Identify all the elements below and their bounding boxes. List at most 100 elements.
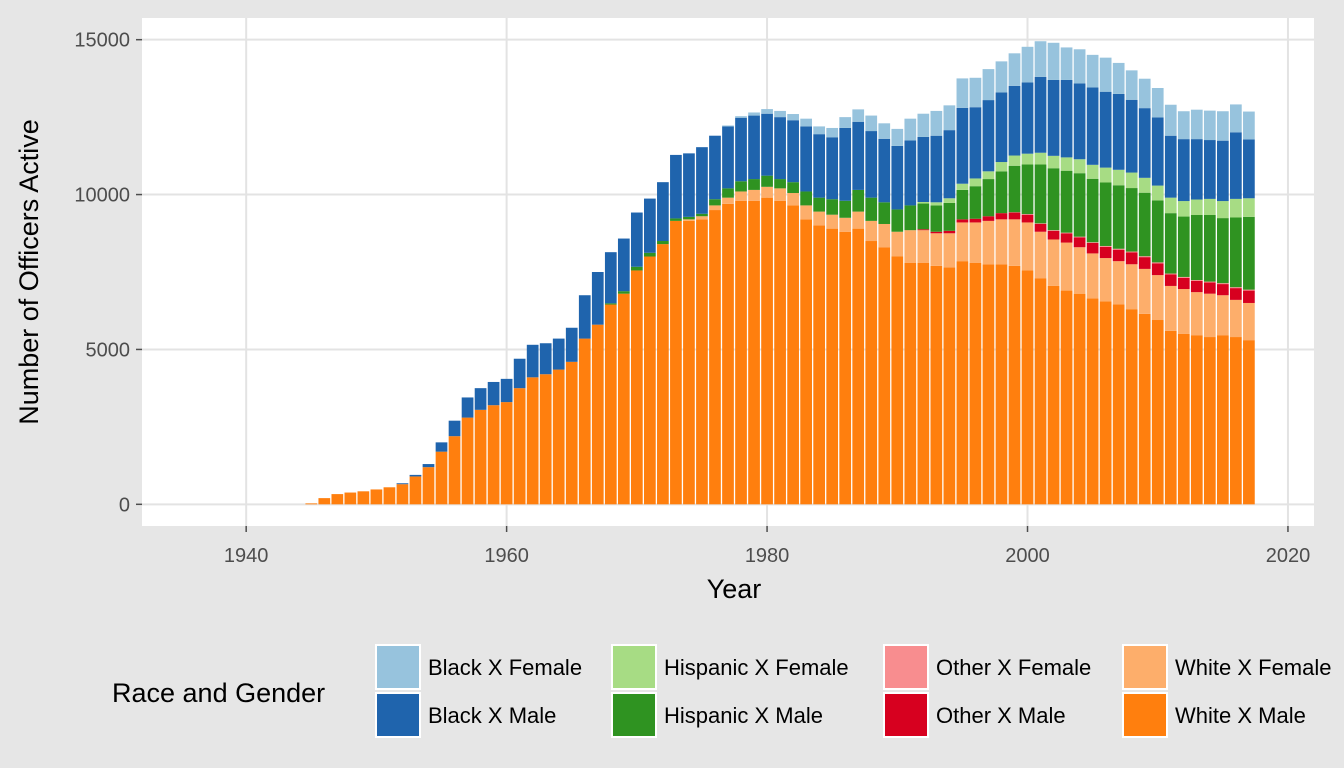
bar-segment [1216, 283, 1229, 285]
bar-segment [1177, 333, 1190, 505]
bar-segment [982, 69, 995, 101]
bar-segment [409, 476, 422, 505]
bar-segment [670, 220, 682, 505]
bar-segment [787, 182, 799, 194]
bar-segment [722, 126, 734, 189]
bar-segment [331, 494, 344, 505]
bar-segment [1086, 298, 1099, 505]
bar-segment [1203, 293, 1216, 338]
bar-segment [1216, 140, 1229, 202]
bar-segment [774, 117, 786, 180]
bar-segment [891, 128, 904, 146]
bar-segment [800, 126, 812, 192]
bar-segment [969, 186, 982, 219]
bar-segment [982, 100, 995, 172]
bar-segment [1060, 79, 1073, 158]
x-axis-title: Year [707, 574, 762, 604]
bar-segment [1034, 152, 1047, 165]
legend-key [375, 644, 421, 690]
bar-segment [735, 191, 747, 201]
bar-segment [930, 233, 943, 266]
bar-segment [1112, 304, 1125, 505]
bar-segment [1203, 281, 1216, 283]
bar-segment [930, 265, 943, 505]
bar-segment [995, 162, 1008, 172]
bar-segment [1151, 320, 1164, 505]
bar-segment [774, 200, 786, 505]
legend-label: White X Male [1175, 703, 1306, 728]
bar-segment [644, 256, 656, 505]
bar-segment [839, 231, 852, 505]
bar-segment [1164, 274, 1177, 286]
bar-segment [461, 397, 474, 418]
bar-segment [1164, 104, 1177, 136]
bar-segment [1177, 277, 1190, 290]
bar-segment [1216, 201, 1229, 219]
bar-segment [969, 262, 982, 505]
bar-segment [1060, 47, 1073, 80]
bar-segment [891, 231, 904, 257]
bar-segment [761, 113, 773, 176]
bar-segment [1047, 239, 1060, 286]
bar-segment [1190, 109, 1203, 140]
bar-segment [956, 78, 969, 108]
bar-segment [904, 140, 917, 206]
bar-segment [1060, 157, 1073, 171]
bar-segment [1021, 222, 1034, 271]
bar-segment [943, 198, 956, 203]
bar-segment [969, 107, 982, 179]
y-tick-label: 0 [119, 494, 130, 516]
legend-label: Hispanic X Male [664, 703, 823, 728]
x-tick-label: 1960 [484, 545, 529, 567]
bar-segment [591, 272, 604, 325]
bar-segment [422, 467, 435, 505]
bar-segment [1073, 236, 1086, 238]
legend-key [883, 644, 929, 690]
bar-segment [813, 126, 826, 135]
bar-segment [565, 361, 578, 505]
bar-segment [1086, 253, 1099, 299]
bar-segment [305, 503, 318, 505]
y-tick-label: 10000 [74, 185, 130, 207]
bar-segment [1008, 165, 1021, 213]
bar-segment [956, 222, 969, 262]
bar-segment [474, 388, 487, 410]
bar-segment [1190, 215, 1203, 281]
bar-segment [878, 123, 891, 139]
bar-segment [1230, 132, 1242, 199]
bar-segment [930, 135, 943, 203]
bar-segment [630, 266, 643, 271]
bar-segment [1203, 110, 1216, 141]
bar-segment [1073, 159, 1086, 174]
bar-segment [995, 61, 1008, 93]
bar-segment [1243, 340, 1255, 505]
bar-segment [357, 491, 370, 505]
bar-segment [1086, 242, 1099, 243]
bar-segment [1138, 78, 1151, 109]
bar-segment [1073, 83, 1086, 160]
bar-segment [657, 241, 669, 245]
bar-segment [1177, 289, 1190, 334]
bar-segment [1060, 290, 1073, 505]
bar-segment [1230, 337, 1242, 505]
bar-segment [1151, 263, 1164, 276]
bar-segment [813, 211, 826, 226]
bar-segment [826, 127, 839, 138]
bar-segment [644, 252, 656, 257]
bar-segment [1125, 188, 1138, 252]
bar-segment [722, 197, 734, 204]
bar-segment [1060, 170, 1073, 233]
bar-segment [852, 228, 865, 505]
bar-segment [630, 212, 643, 267]
bar-segment [696, 216, 708, 220]
bar-segment [1230, 287, 1242, 289]
legend-label: White X Female [1175, 655, 1332, 680]
bar-segment [1190, 280, 1203, 293]
bar-segment [839, 200, 852, 218]
bar-segment [800, 118, 812, 127]
bar-segment [917, 230, 930, 263]
bar-segment [552, 338, 565, 370]
legend-label: Hispanic X Female [664, 655, 849, 680]
bar-segment [513, 388, 526, 505]
bar-segment [813, 225, 826, 505]
